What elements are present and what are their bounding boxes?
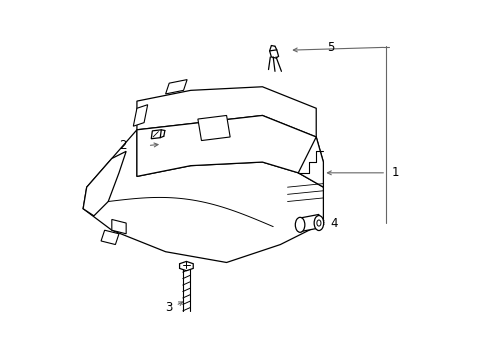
Polygon shape: [101, 230, 119, 244]
Polygon shape: [137, 116, 323, 176]
Text: 4: 4: [330, 216, 337, 230]
Polygon shape: [137, 87, 316, 137]
Text: 1: 1: [390, 166, 398, 179]
Text: 3: 3: [165, 301, 173, 314]
Ellipse shape: [316, 220, 320, 226]
Polygon shape: [298, 137, 323, 187]
Polygon shape: [133, 105, 147, 126]
Polygon shape: [269, 50, 278, 58]
Text: 2: 2: [119, 139, 126, 152]
Polygon shape: [112, 220, 126, 234]
Polygon shape: [165, 80, 187, 94]
Ellipse shape: [295, 217, 304, 232]
Polygon shape: [83, 130, 323, 262]
Text: 5: 5: [326, 41, 334, 54]
Polygon shape: [179, 261, 193, 271]
Polygon shape: [198, 116, 230, 140]
Polygon shape: [83, 151, 126, 216]
Polygon shape: [151, 130, 161, 139]
Ellipse shape: [313, 216, 323, 230]
Polygon shape: [300, 215, 318, 231]
